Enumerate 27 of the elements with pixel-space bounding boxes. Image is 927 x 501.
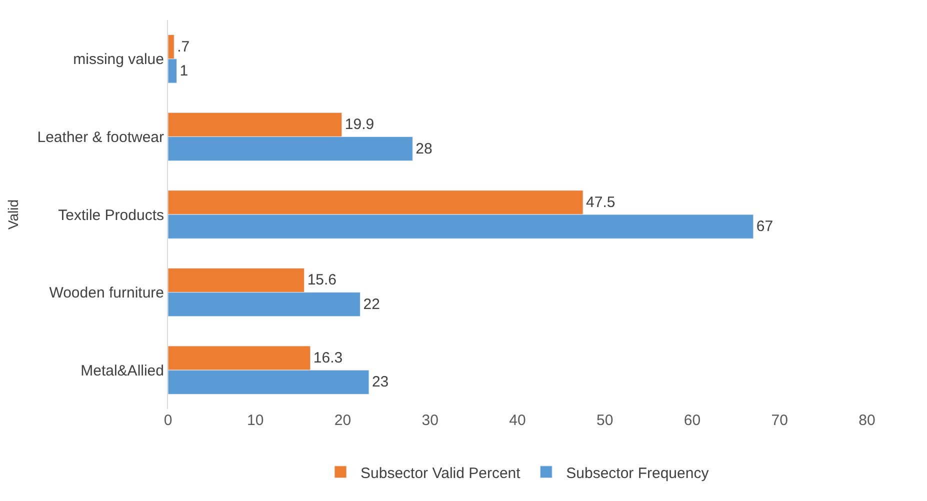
- data-label: 19.9: [344, 116, 374, 134]
- data-label: 1: [180, 62, 188, 80]
- y-tick-label: Metal&Allied: [80, 362, 164, 380]
- x-tick-label: 40: [509, 412, 526, 429]
- y-tick-label: Wooden furniture: [49, 284, 164, 302]
- data-label: 47.5: [586, 194, 616, 211]
- y-axis-title: Valid: [4, 199, 21, 230]
- x-tick-label: 50: [596, 412, 614, 429]
- legend-label: Subsector Valid Percent: [360, 464, 522, 482]
- data-label: 16.3: [313, 350, 343, 367]
- x-tick-label: 10: [247, 412, 264, 429]
- y-tick-label: Textile Products: [58, 206, 164, 224]
- data-label: 22: [363, 296, 380, 313]
- x-tick-label: 60: [684, 412, 701, 429]
- x-tick-label: 20: [334, 412, 352, 429]
- data-label: 28: [416, 140, 432, 158]
- legend-label: Subsector Frequency: [566, 464, 710, 482]
- y-tick-label: Leather & footwear: [37, 128, 164, 146]
- data-label: .7: [177, 38, 190, 56]
- y-tick-label: missing value: [73, 51, 164, 68]
- x-tick-label: 0: [164, 412, 172, 429]
- data-label: 67: [756, 218, 774, 236]
- data-label: 23: [372, 374, 389, 391]
- x-tick-label: 70: [771, 412, 788, 429]
- data-label: 15.6: [307, 272, 337, 289]
- x-tick-label: 80: [858, 412, 876, 429]
- x-tick-label: 30: [422, 412, 438, 429]
